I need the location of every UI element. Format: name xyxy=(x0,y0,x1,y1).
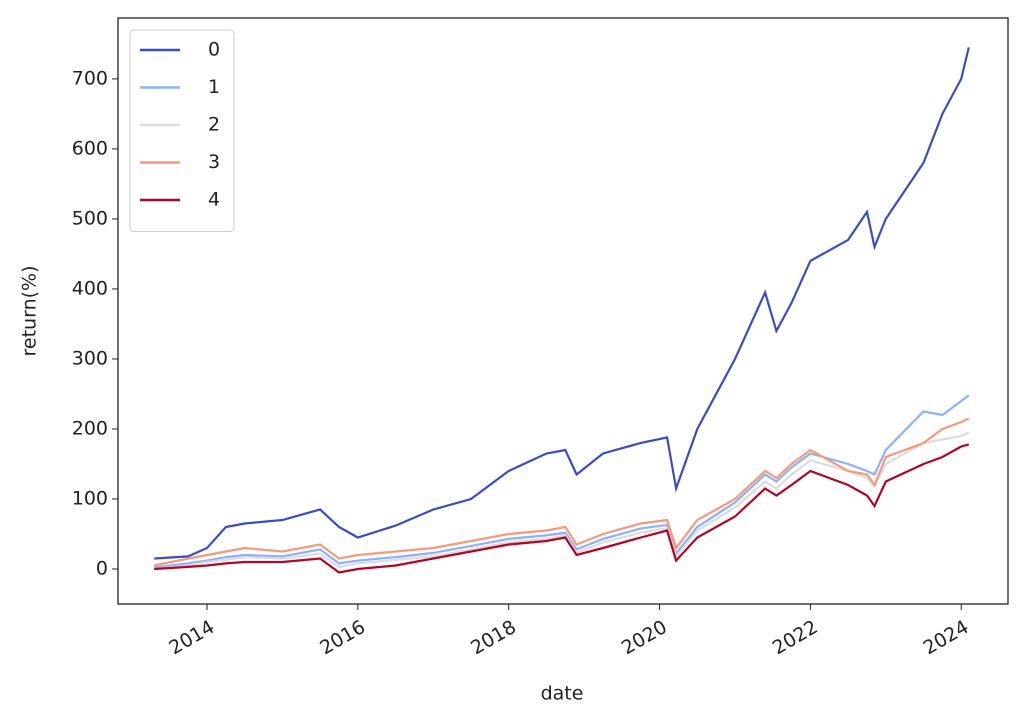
plot-frame xyxy=(117,17,1009,605)
y-tick-label: 200 xyxy=(72,417,108,439)
series-line xyxy=(153,417,970,567)
legend-label: 0 xyxy=(208,39,220,61)
x-tick-label: 2016 xyxy=(316,616,369,659)
series-line xyxy=(154,431,970,571)
y-tick-label: 600 xyxy=(72,137,108,159)
x-tick-label: 2014 xyxy=(165,616,218,659)
y-tick-label: 0 xyxy=(96,557,108,579)
y-tick-label: 400 xyxy=(72,277,108,299)
legend-label: 2 xyxy=(208,114,220,136)
y-tick-label: 100 xyxy=(72,487,108,509)
legend-label: 3 xyxy=(208,151,220,173)
x-tick-label: 2020 xyxy=(618,616,671,659)
x-tick-label: 2022 xyxy=(769,616,822,659)
x-tick-label: 2024 xyxy=(920,616,973,659)
y-tick-label: 300 xyxy=(72,347,108,369)
series-line xyxy=(154,47,970,560)
y-axis-label: return(%) xyxy=(19,266,41,357)
series-line xyxy=(154,394,970,569)
x-axis-label: date xyxy=(541,683,584,705)
legend-label: 4 xyxy=(208,189,220,211)
series-line xyxy=(154,443,970,574)
x-tick-label: 2018 xyxy=(467,616,520,659)
y-tick-label: 500 xyxy=(72,207,108,229)
y-tick-label: 700 xyxy=(72,67,108,89)
legend-label: 1 xyxy=(208,76,220,98)
legend-box xyxy=(129,29,235,232)
